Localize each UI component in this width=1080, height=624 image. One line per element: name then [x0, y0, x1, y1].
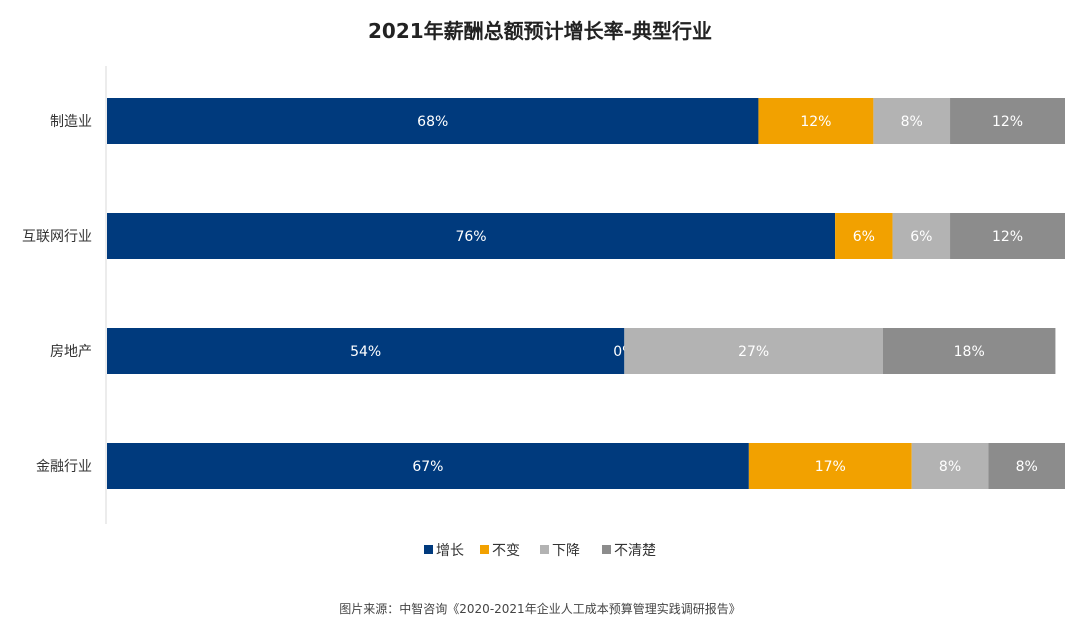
- bar-segment: [107, 443, 749, 489]
- bar-segment: [873, 98, 951, 144]
- bar-segment: [988, 443, 1065, 489]
- legend-label: 不清楚: [614, 543, 656, 559]
- data-label: 12%: [800, 114, 831, 130]
- data-label: 27%: [738, 344, 769, 360]
- legend-swatch: [540, 545, 549, 554]
- source-note: 图片来源：中智咨询《2020-2021年企业人工成本预算管理实践调研报告》: [339, 601, 740, 616]
- category-label: 互联网行业: [22, 229, 92, 245]
- category-label: 金融行业: [36, 459, 92, 475]
- legend-label: 不变: [492, 543, 520, 559]
- bar-segment: [892, 213, 951, 259]
- bar-segment: [107, 98, 759, 144]
- bar-segment: [882, 328, 1056, 374]
- data-label: 67%: [412, 459, 443, 475]
- bar-segment: [950, 98, 1065, 144]
- data-label: 76%: [455, 229, 486, 245]
- legend-label: 下降: [552, 543, 580, 559]
- data-label: 8%: [1016, 459, 1038, 475]
- legend-label: 增长: [436, 543, 464, 559]
- bar-segment: [758, 98, 874, 144]
- category-label: 制造业: [50, 114, 92, 130]
- data-label: 17%: [815, 459, 846, 475]
- bar-segment: [748, 443, 912, 489]
- legend-swatch: [480, 545, 489, 554]
- bar-segment: [107, 213, 836, 259]
- chart-title: 2021年薪酬总额预计增长率-典型行业: [368, 19, 712, 43]
- data-label: 54%: [350, 344, 381, 360]
- bar-segment: [835, 213, 893, 259]
- legend: 增长 不变 下降 不清楚: [424, 543, 656, 559]
- data-label: 8%: [939, 459, 961, 475]
- bar-segment: [911, 443, 989, 489]
- bar-segment: [950, 213, 1065, 259]
- bar-segment: [624, 328, 883, 374]
- bar-segment: [107, 328, 625, 374]
- data-label: 68%: [417, 114, 448, 130]
- bars-group: 制造业68%12%8%12%互联网行业76%6%6%12%房地产54%0%27%…: [22, 98, 1065, 489]
- data-label: 6%: [853, 229, 875, 245]
- data-label: 18%: [954, 344, 985, 360]
- data-label: 6%: [910, 229, 932, 245]
- data-label: 8%: [901, 114, 923, 130]
- legend-swatch: [602, 545, 611, 554]
- legend-swatch: [424, 545, 433, 554]
- data-label: 12%: [992, 229, 1023, 245]
- data-label: 12%: [992, 114, 1023, 130]
- category-label: 房地产: [50, 344, 92, 360]
